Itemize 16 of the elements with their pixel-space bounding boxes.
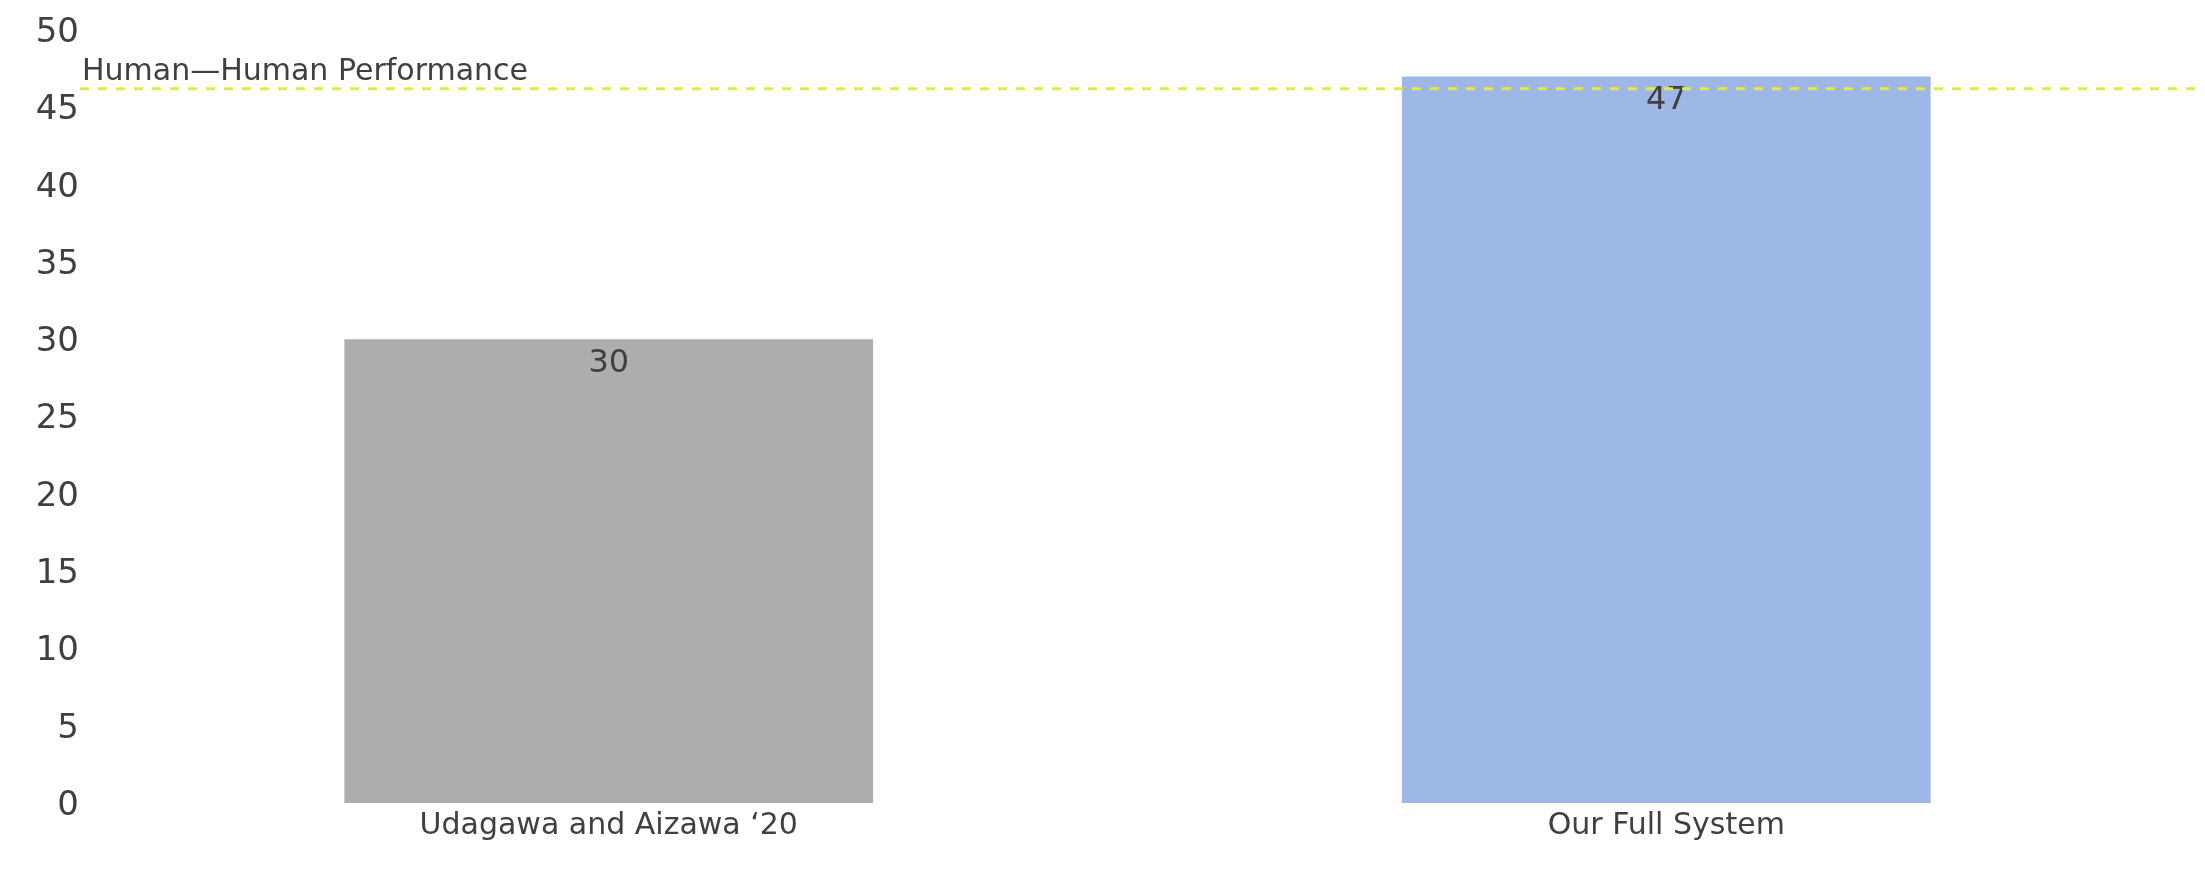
- x-tick-label: Udagawa and Aizawa ‘20: [419, 806, 798, 841]
- y-tick-label: 45: [35, 87, 79, 128]
- y-tick-label: 15: [35, 551, 79, 591]
- y-tick-label: 40: [35, 164, 79, 205]
- x-tick-label: Our Full System: [1547, 806, 1785, 841]
- ref-line-label: Human—Human Performance: [82, 52, 529, 87]
- data-label: 47: [1645, 79, 1687, 118]
- y-tick-label: 20: [35, 473, 79, 514]
- y-tick-label: 10: [35, 628, 79, 669]
- y-tick-label: 30: [35, 319, 79, 360]
- y-tick-label: 50: [35, 9, 79, 50]
- y-tick-label: 25: [35, 396, 79, 437]
- y-tick-label: 35: [35, 241, 79, 282]
- y-tick-label: 0: [57, 782, 79, 823]
- y-tick-label: 5: [57, 705, 79, 746]
- data-label: 30: [588, 342, 630, 381]
